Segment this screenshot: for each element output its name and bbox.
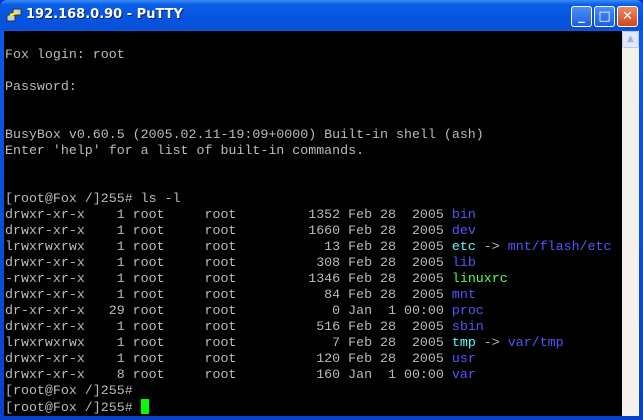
terminal-text: etc	[451, 239, 476, 254]
terminal-text: [root@Fox /]255#	[5, 383, 141, 398]
terminal-text: var/tmp	[507, 335, 564, 350]
terminal-text: lib	[451, 255, 476, 270]
terminal-line	[4, 63, 622, 79]
terminal-line: drwxr-xr-x 1 root root 1660 Feb 28 2005 …	[4, 223, 622, 239]
terminal-text: drwxr-xr-x 1 root root 1660 Feb 28 2005	[5, 223, 452, 238]
terminal-text: lrwxrwxrwx 1 root root 13 Feb 28 2005	[5, 239, 452, 254]
terminal-line: [root@Fox /]255#	[4, 383, 622, 399]
terminal-screen[interactable]: Fox login: root Password: BusyBox v0.60.5 …	[4, 31, 622, 416]
terminal-text: drwxr-xr-x 1 root root 308 Feb 28 2005	[5, 255, 452, 270]
terminal-line	[4, 111, 622, 127]
terminal-text: Fox login: root	[5, 47, 125, 62]
terminal-line: drwxr-xr-x 1 root root 1352 Feb 28 2005 …	[4, 207, 622, 223]
terminal-text: sbin	[451, 319, 484, 334]
terminal-text: usr	[451, 351, 476, 366]
minimize-icon: _	[578, 9, 585, 24]
title-bar[interactable]: 192.168.0.90 - PuTTY _ □ ✕	[0, 0, 643, 30]
terminal-line: drwxr-xr-x 1 root root 516 Feb 28 2005 s…	[4, 319, 622, 335]
terminal-text: lrwxrwxrwx 1 root root 7 Feb 28 2005	[5, 335, 452, 350]
close-icon: ✕	[622, 9, 633, 24]
terminal-text: drwxr-xr-x 1 root root 120 Feb 28 2005	[5, 351, 452, 366]
terminal-line	[4, 31, 622, 47]
terminal-line: Enter 'help' for a list of built-in comm…	[4, 143, 622, 159]
terminal-text: [root@Fox /]255#	[5, 400, 141, 415]
terminal-line: Fox login: root	[4, 47, 622, 63]
terminal-line	[4, 159, 622, 175]
terminal-line: BusyBox v0.60.5 (2005.02.11-19:09+0000) …	[4, 127, 622, 143]
terminal-line	[4, 175, 622, 191]
terminal-text: tmp	[451, 335, 476, 350]
terminal-text: var	[451, 367, 476, 382]
terminal-line: drwxr-xr-x 8 root root 160 Jan 1 00:00 v…	[4, 367, 622, 383]
window-title: 192.168.0.90 - PuTTY	[26, 7, 183, 22]
terminal-text: drwxr-xr-x 8 root root 160 Jan 1 00:00	[5, 367, 452, 382]
terminal-text: Password:	[5, 79, 77, 94]
terminal-text: dr-xr-xr-x 29 root root 0 Jan 1 00:00	[5, 303, 452, 318]
terminal-text: drwxr-xr-x 1 root root 84 Feb 28 2005	[5, 287, 452, 302]
terminal-text: dev	[451, 223, 476, 238]
terminal-line: drwxr-xr-x 1 root root 120 Feb 28 2005 u…	[4, 351, 622, 367]
terminal-text: ->	[475, 239, 508, 254]
terminal-text: mnt/flash/etc	[507, 239, 612, 254]
scroll-up-arrow-icon[interactable]: ▲	[622, 31, 639, 48]
maximize-button[interactable]: □	[594, 6, 615, 27]
terminal-text: ->	[475, 335, 508, 350]
terminal-line: drwxr-xr-x 1 root root 84 Feb 28 2005 mn…	[4, 287, 622, 303]
terminal-line: drwxr-xr-x 1 root root 308 Feb 28 2005 l…	[4, 255, 622, 271]
putty-icon	[6, 8, 22, 22]
cursor	[140, 399, 149, 414]
terminal-line	[4, 95, 622, 111]
scrollbar[interactable]: ▲	[622, 31, 639, 416]
terminal-line: dr-xr-xr-x 29 root root 0 Jan 1 00:00 pr…	[4, 303, 622, 319]
terminal-text: drwxr-xr-x 1 root root 1352 Feb 28 2005	[5, 207, 452, 222]
maximize-icon: □	[598, 9, 611, 24]
terminal-line: [root@Fox /]255# ls -l	[4, 191, 622, 207]
terminal-text: drwxr-xr-x 1 root root 516 Feb 28 2005	[5, 319, 452, 334]
terminal-text: proc	[451, 303, 484, 318]
terminal-line: -rwxr-xr-x 1 root root 1346 Feb 28 2005 …	[4, 271, 622, 287]
close-button[interactable]: ✕	[617, 6, 638, 27]
terminal-text: [root@Fox /]255# ls -l	[5, 191, 181, 206]
terminal-text: mnt	[451, 287, 476, 302]
terminal-text: -rwxr-xr-x 1 root root 1346 Feb 28 2005	[5, 271, 452, 286]
terminal-text: BusyBox v0.60.5 (2005.02.11-19:09+0000) …	[5, 127, 484, 142]
terminal-text: linuxrc	[451, 271, 508, 286]
terminal-line: [root@Fox /]255#	[4, 399, 622, 415]
terminal-line: lrwxrwxrwx 1 root root 13 Feb 28 2005 et…	[4, 239, 622, 255]
terminal-line: lrwxrwxrwx 1 root root 7 Feb 28 2005 tmp…	[4, 335, 622, 351]
terminal-text: Enter 'help' for a list of built-in comm…	[5, 143, 365, 158]
minimize-button[interactable]: _	[571, 6, 592, 27]
terminal-text: bin	[451, 207, 476, 222]
terminal-line: Password:	[4, 79, 622, 95]
